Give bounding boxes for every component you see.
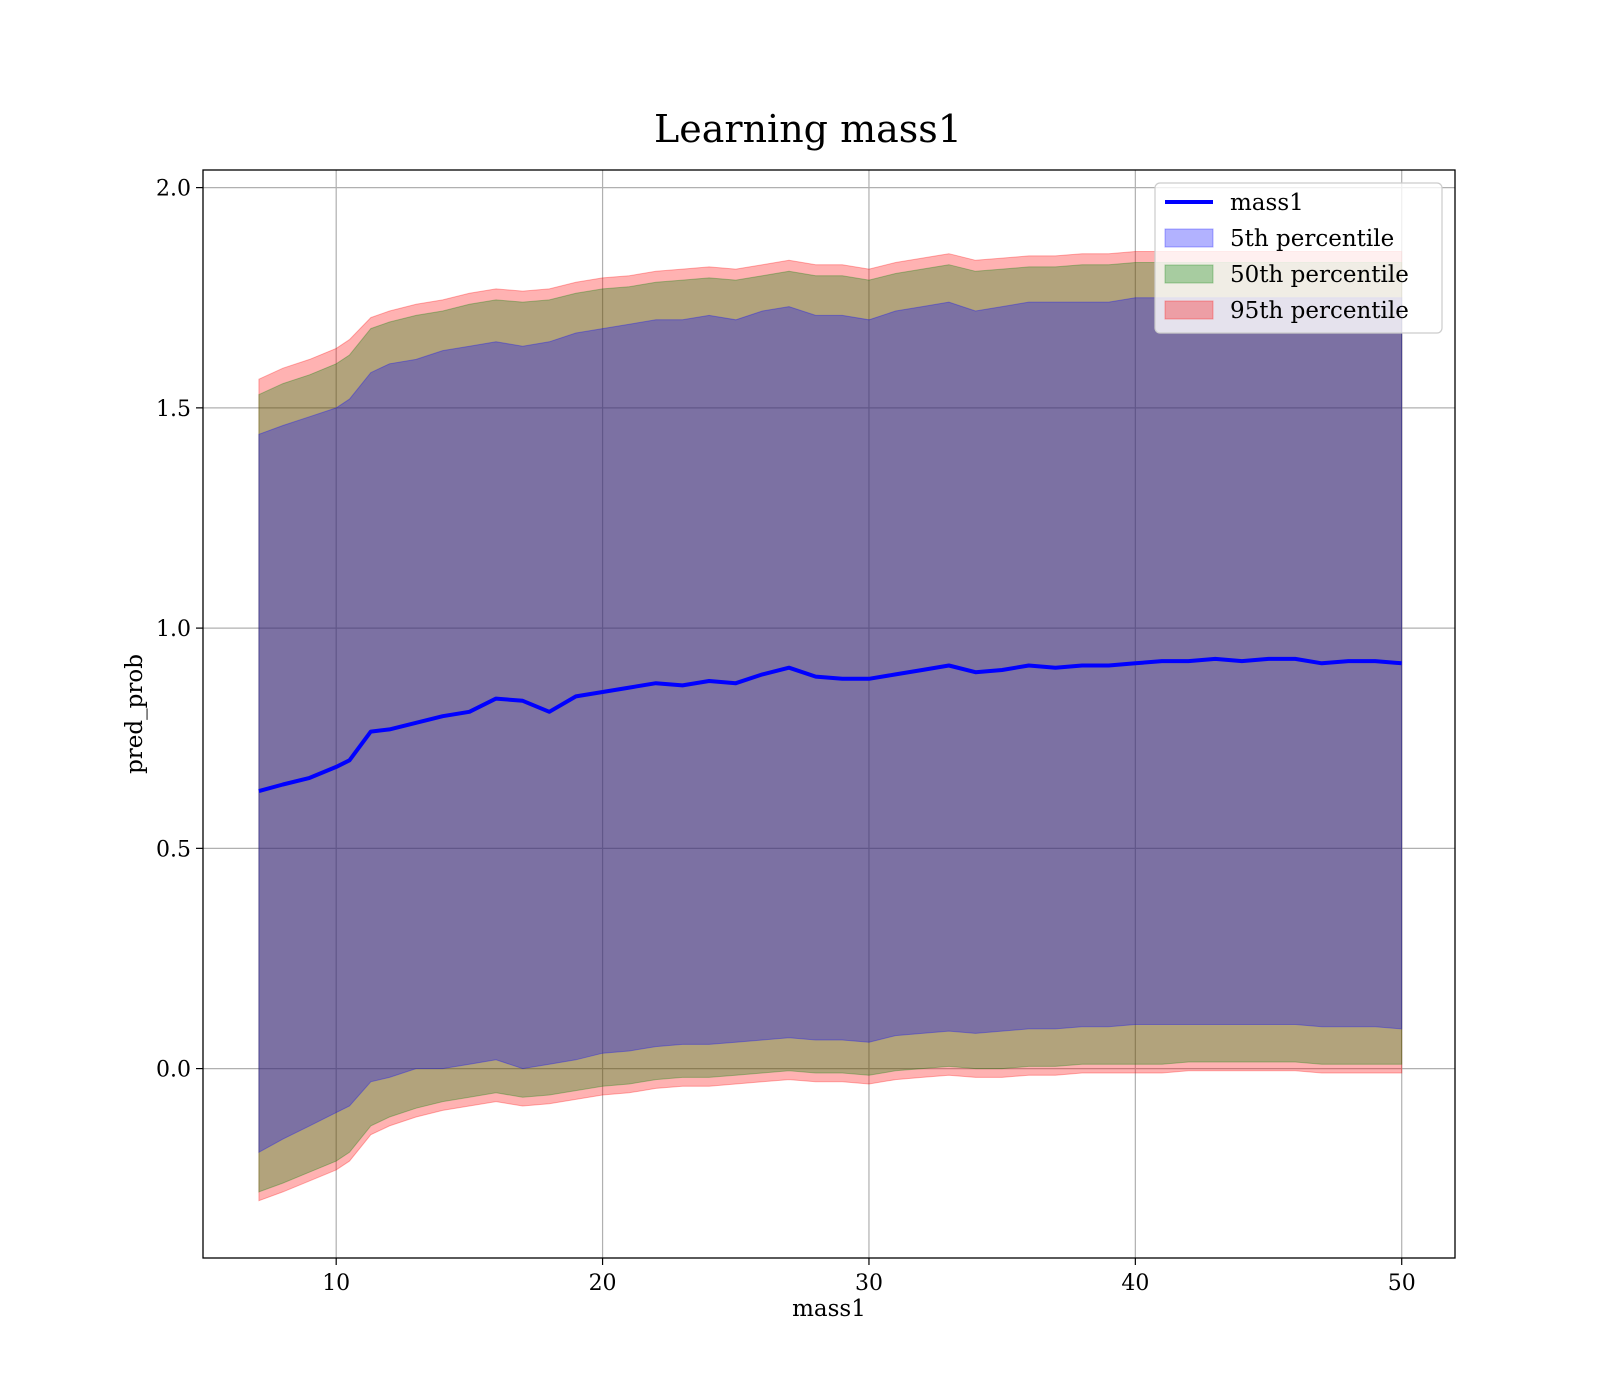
x-axis-ticks: 10 20 30 40 50 [322,1258,1416,1296]
y-tick-label-0: 0.0 [156,1058,191,1083]
x-tick-label-1: 20 [589,1271,617,1296]
x-tick-label-4: 50 [1388,1271,1416,1296]
chart-title: Learning mass1 [654,107,962,151]
y-axis-label: pred_prob [122,654,148,774]
legend-swatch-95th-percentile [1164,300,1214,320]
y-axis-ticks: 0.0 0.5 1.0 1.5 2.0 [156,177,203,1083]
legend-swatch-5th-percentile [1164,228,1214,248]
legend-box [1154,182,1443,334]
legend-label-mass1: mass1 [1230,190,1304,216]
legend-label-50th-percentile: 50th percentile [1230,262,1409,288]
x-tick-label-2: 30 [855,1271,883,1296]
legend-label-5th-percentile: 5th percentile [1230,226,1394,252]
legend-label-95th-percentile: 95th percentile [1230,298,1409,324]
x-tick-label-3: 40 [1121,1271,1149,1296]
y-tick-label-3: 1.5 [156,397,191,422]
legend: mass1 5th percentile 50th percentile 95th p… [1154,182,1443,334]
legend-swatch-50th-percentile [1164,264,1214,284]
percentile-bands [258,251,1403,1202]
plot-frame [202,169,1456,1259]
x-tick-label-0: 10 [322,1271,350,1296]
series-lines [258,656,1402,794]
band-50th-percentile [258,262,1403,1193]
x-axis-label: mass1 [792,1296,866,1322]
band-95th-percentile [258,251,1403,1202]
y-tick-label-2: 1.0 [156,617,191,642]
band-5th-percentile [258,297,1403,1154]
series-line-mass1 [258,656,1402,794]
y-tick-label-1: 0.5 [156,837,191,862]
y-tick-label-4: 2.0 [156,177,191,202]
